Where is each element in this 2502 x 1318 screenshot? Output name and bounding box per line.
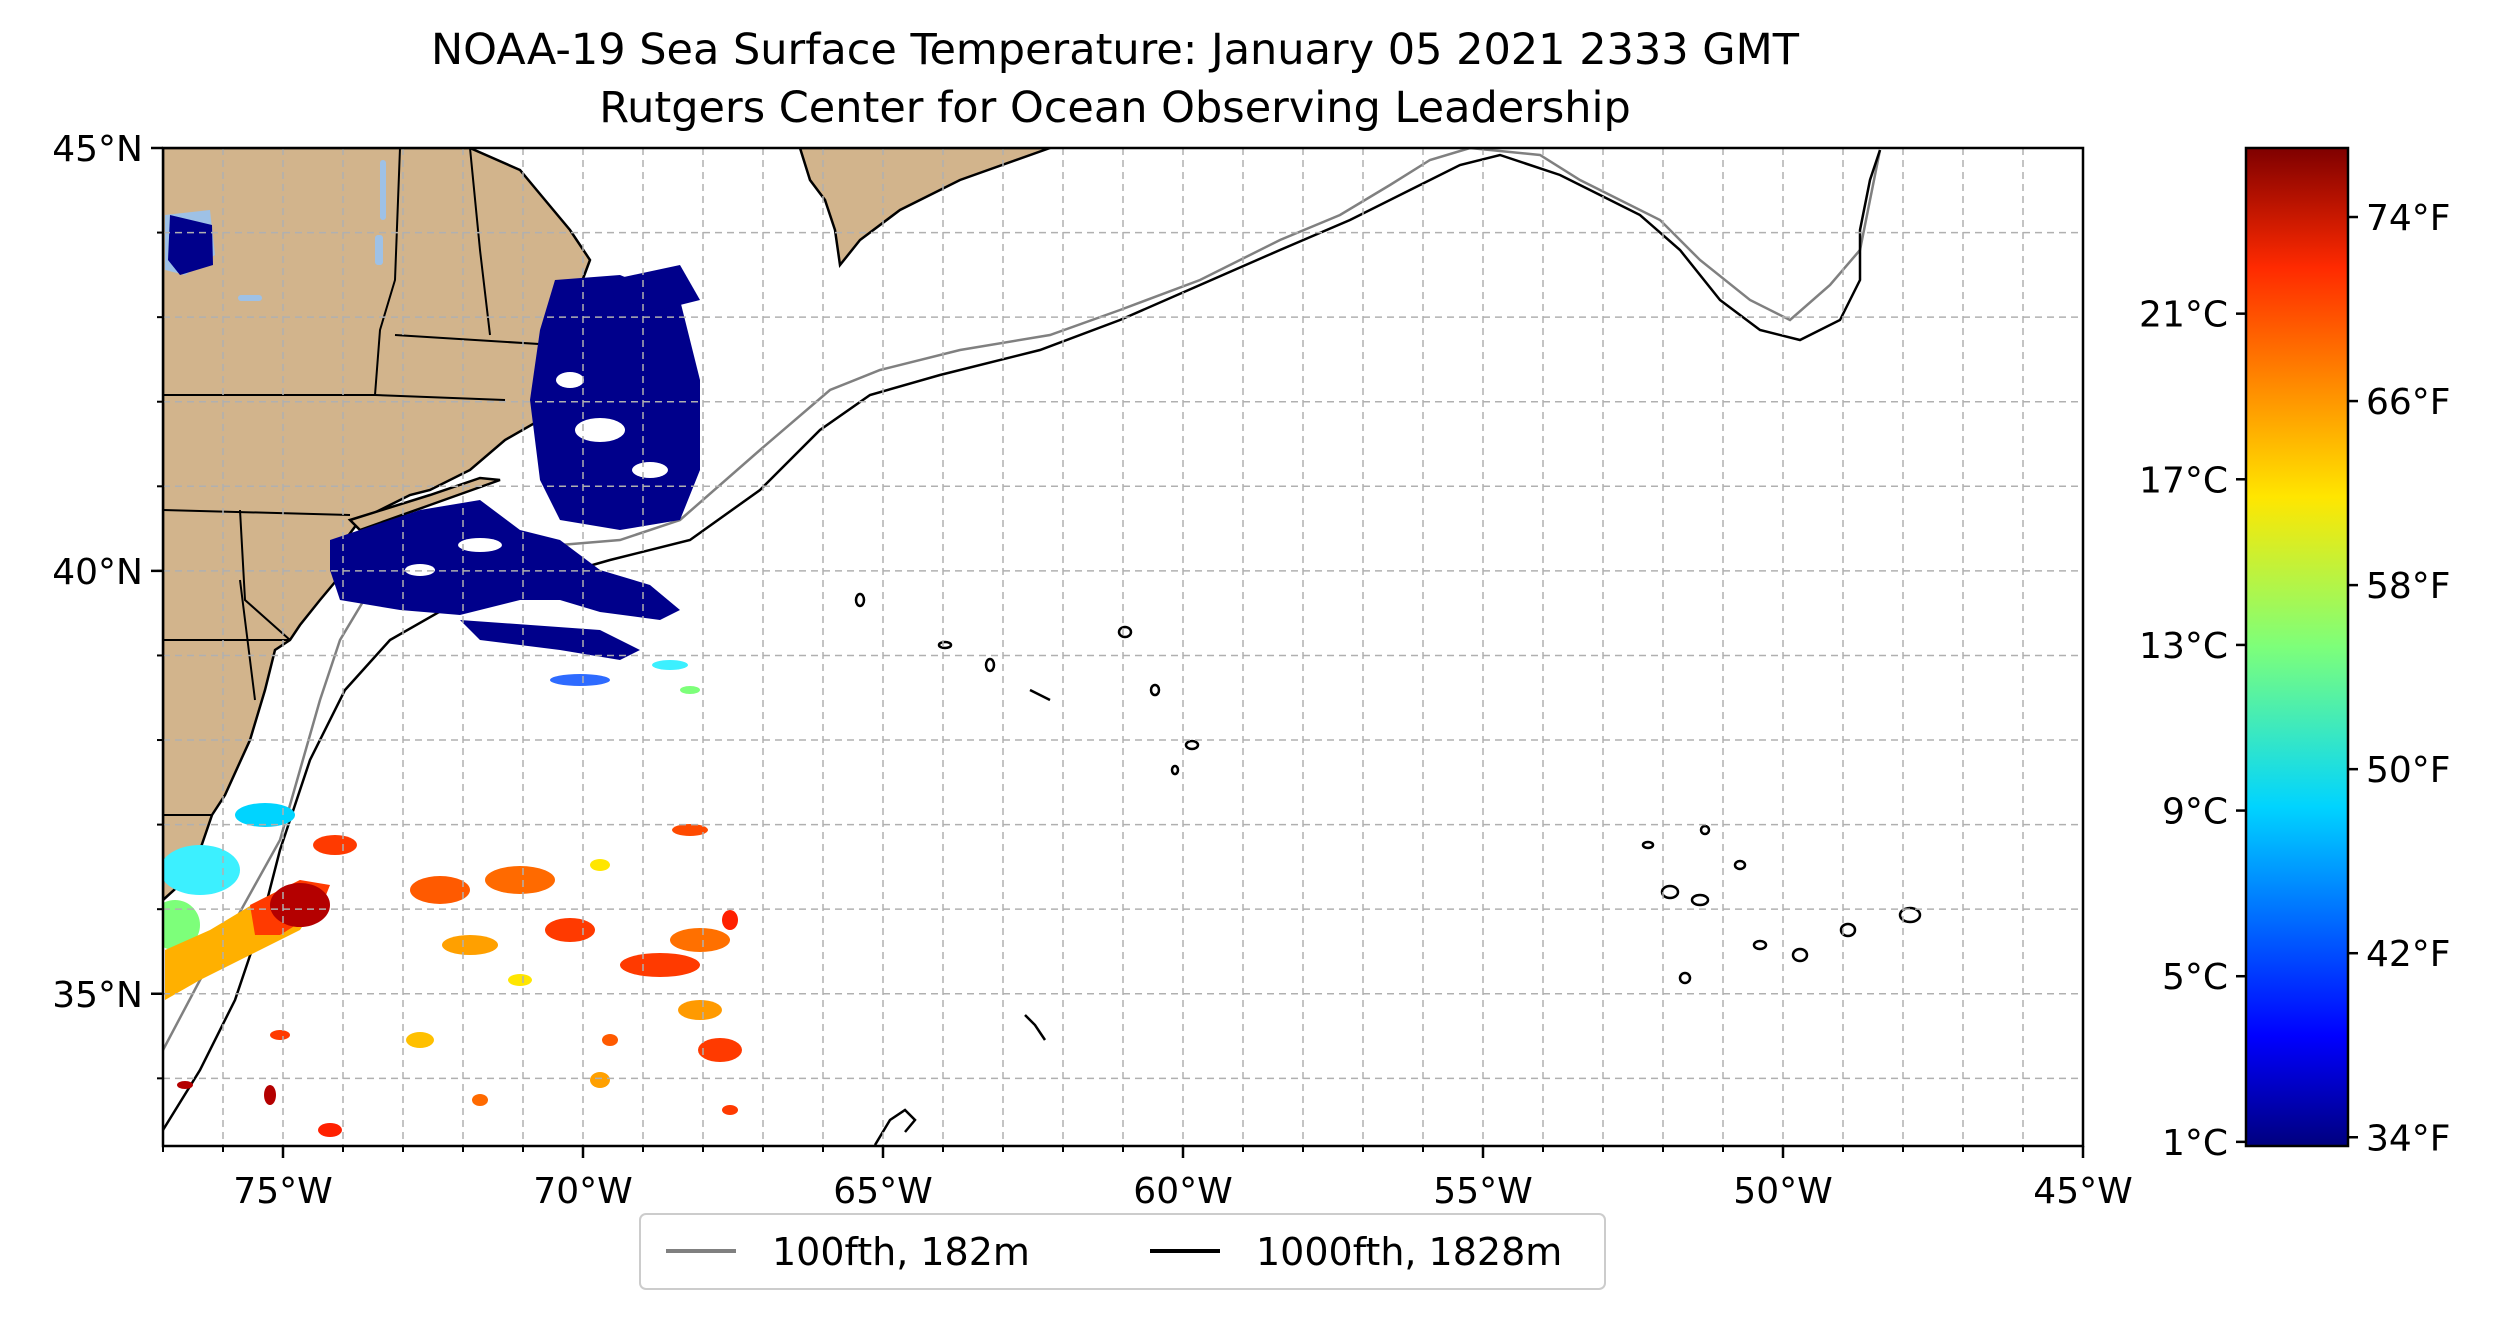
longitude-axis: 75°W 70°W 65°W 60°W 55°W 50°W 45°W (162, 1146, 2133, 1212)
lon-tick-label: 45°W (2033, 1171, 2132, 1212)
colorbar-celsius-label: 5°C (2162, 957, 2228, 998)
latitude-axis: 45°N 40°N 35°N (52, 129, 163, 1080)
colorbar-celsius-label: 17°C (2139, 460, 2228, 501)
colorbar-fahrenheit-axis: 34°F 42°F 50°F 58°F 66°F 74°F (2348, 198, 2451, 1159)
lat-tick-label: 45°N (52, 129, 143, 170)
legend-label-1000fth: 1000fth, 1828m (1256, 1230, 1562, 1274)
contour-1000fth (163, 149, 1882, 1131)
sst-cold-patch-inland (168, 215, 213, 275)
land-mass-nova-scotia (798, 148, 1051, 269)
chart-title-line2: Rutgers Center for Ocean Observing Leade… (599, 83, 1631, 133)
state-borders (163, 148, 556, 816)
map-gridlines (163, 148, 2083, 1146)
colorbar-fahrenheit-label: 34°F (2366, 1118, 2451, 1159)
lon-tick-label: 60°W (1133, 1171, 1232, 1212)
sst-cool-fringe (163, 660, 700, 950)
lon-tick-label: 55°W (1433, 1171, 1532, 1212)
legend-box (639, 1213, 1606, 1290)
colorbar-fahrenheit-label: 74°F (2366, 198, 2451, 239)
colorbar-celsius-label: 13°C (2139, 626, 2228, 667)
map-area (163, 148, 2083, 1146)
colorbar-celsius-label: 1°C (2162, 1123, 2228, 1164)
colorbar-celsius-label: 9°C (2162, 792, 2228, 833)
colorbar-fahrenheit-label: 50°F (2366, 750, 2451, 791)
chart-title-line1: NOAA-19 Sea Surface Temperature: January… (431, 25, 1800, 75)
lat-tick-label: 35°N (52, 975, 143, 1016)
colorbar-fahrenheit-label: 58°F (2366, 566, 2451, 607)
colorbar-celsius-axis: 1°C 5°C 9°C 13°C 17°C 21°C (2139, 295, 2246, 1164)
sst-data-gaps (405, 372, 668, 576)
lon-tick-label: 75°W (233, 1171, 332, 1212)
lon-tick-label: 70°W (533, 1171, 632, 1212)
seamount-contours (854, 592, 1922, 1146)
colorbar-gradient (2244, 146, 2350, 1148)
contour-100fth (163, 148, 1882, 1051)
lat-tick-label: 40°N (52, 552, 143, 593)
sst-gulf-stream-warm (165, 824, 742, 1137)
colorbar-fahrenheit-label: 42°F (2366, 934, 2451, 975)
colorbar-celsius-label: 21°C (2139, 295, 2228, 336)
legend-label-100fth: 100fth, 182m (772, 1230, 1030, 1274)
colorbar-fahrenheit-label: 66°F (2366, 382, 2451, 423)
legend: 100fth, 182m 1000fth, 1828m (639, 1213, 1606, 1290)
lon-tick-label: 65°W (833, 1171, 932, 1212)
lon-tick-label: 50°W (1733, 1171, 1832, 1212)
